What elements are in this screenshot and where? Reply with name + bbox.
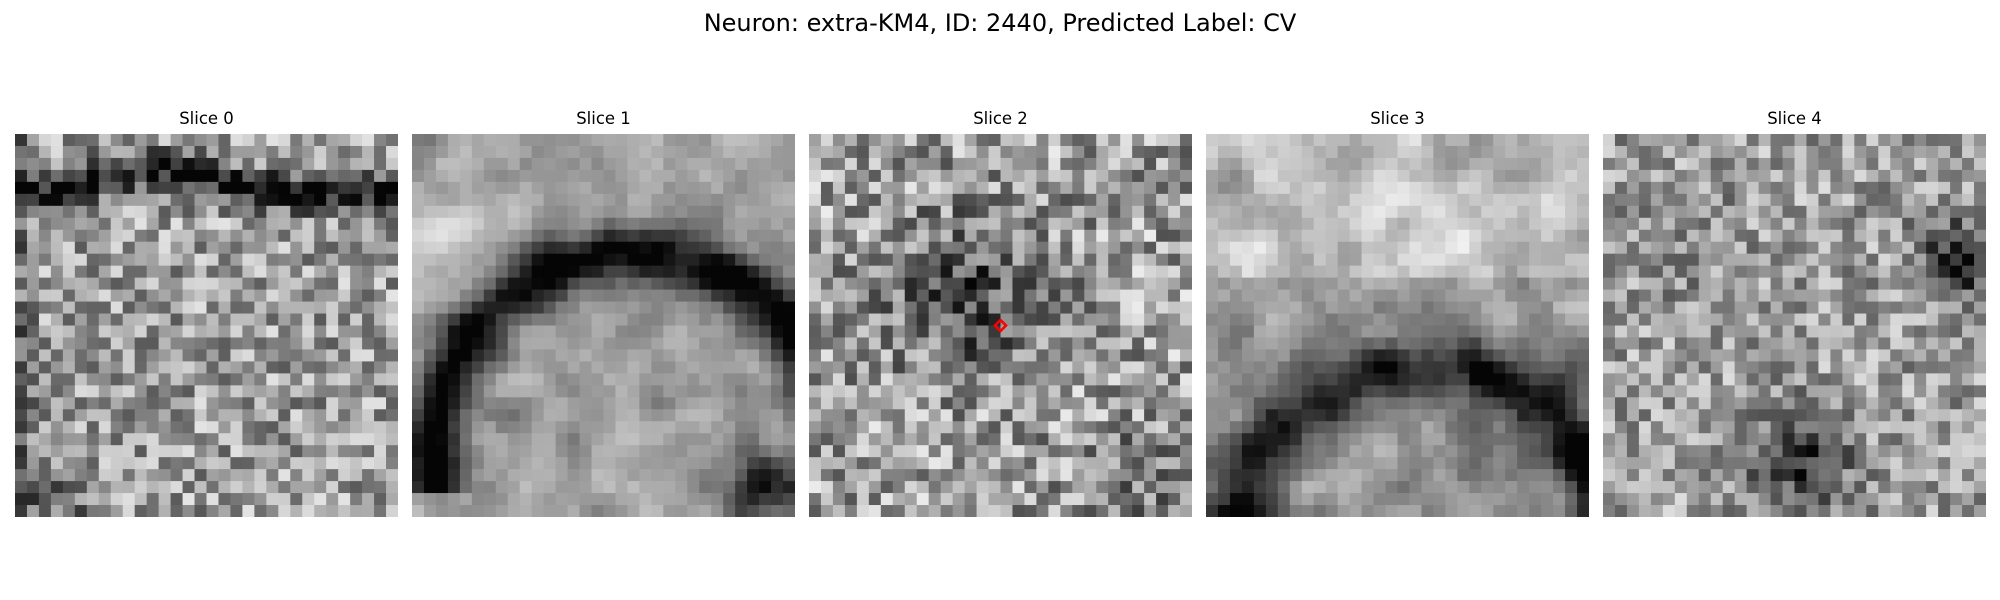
slice-title: Slice 2 (809, 108, 1192, 130)
slice-title: Slice 4 (1603, 108, 1986, 130)
slice-image (1603, 134, 1986, 517)
slice-title: Slice 3 (1206, 108, 1589, 130)
slice-title: Slice 0 (15, 108, 398, 130)
slice-image (809, 134, 1192, 517)
slice-image (15, 134, 398, 517)
slice-image (1206, 134, 1589, 517)
slice-title: Slice 1 (412, 108, 795, 130)
figure-title: Neuron: extra-KM4, ID: 2440, Predicted L… (0, 8, 2000, 38)
slice-image (412, 134, 795, 517)
